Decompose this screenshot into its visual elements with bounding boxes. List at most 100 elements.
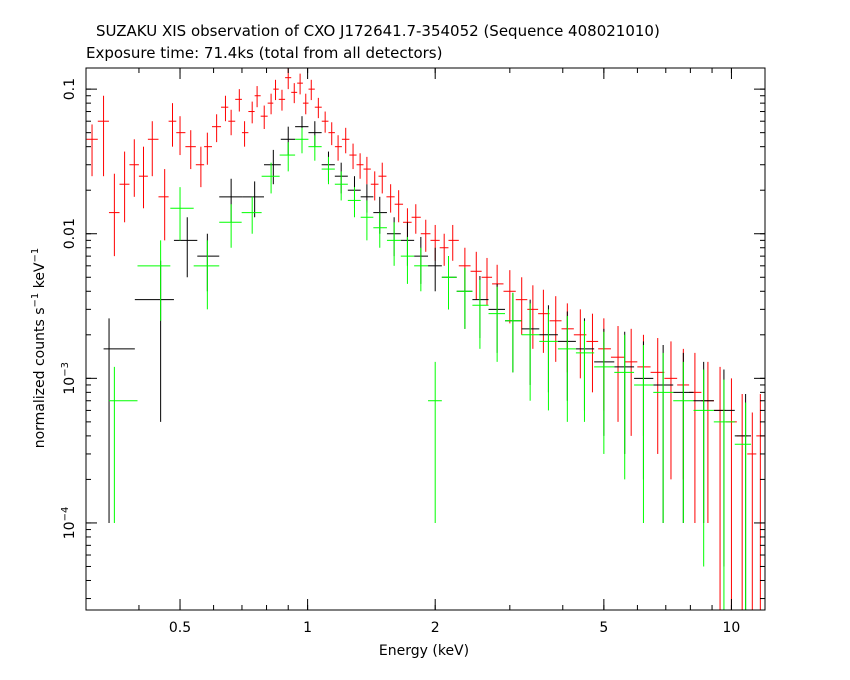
data-point: [267, 93, 274, 115]
x-tick-label: 2: [431, 620, 440, 636]
x-tick-label: 10: [723, 620, 741, 636]
data-point: [204, 132, 212, 165]
data-point: [370, 171, 379, 201]
data-point: [241, 121, 249, 147]
data-point: [470, 251, 482, 300]
data-point: [515, 277, 528, 335]
data-point: [505, 292, 522, 373]
data-point: [97, 95, 109, 177]
y-tick-label: 0.01: [62, 218, 78, 249]
x-axis-label: Energy (keV): [379, 643, 469, 659]
data-point: [279, 142, 296, 172]
data-point: [108, 173, 120, 257]
axes-layer: 0.5 1 2 5 10 0.1 0.01 10−3 10−4: [60, 67, 766, 636]
data-point: [624, 328, 638, 436]
data-point: [193, 240, 220, 310]
data-point: [598, 318, 611, 411]
data-point: [488, 286, 506, 362]
data-point: [261, 162, 280, 194]
data-point: [492, 264, 504, 312]
data-point: [356, 153, 364, 179]
plot-frame: [85, 67, 766, 611]
data-point: [119, 151, 130, 223]
series-0: [86, 68, 765, 610]
data-point: [527, 285, 539, 349]
data-point: [138, 146, 148, 209]
data-point: [314, 97, 322, 119]
data-point: [456, 267, 473, 329]
data-point: [549, 296, 562, 362]
data-point: [734, 402, 752, 610]
data-point: [349, 143, 357, 170]
data-point: [291, 83, 298, 104]
data-point: [472, 276, 489, 339]
data-point: [321, 111, 329, 133]
data-point: [400, 236, 415, 284]
data-point: [321, 156, 335, 185]
data-point: [263, 149, 281, 185]
data-point: [334, 135, 342, 161]
data-point: [557, 315, 576, 422]
data-point: [594, 331, 615, 454]
data-point: [521, 303, 540, 401]
data-point: [347, 187, 361, 218]
data-point: [228, 109, 236, 136]
data-point: [242, 181, 264, 218]
data-point: [363, 156, 371, 185]
data-point: [756, 393, 765, 610]
data-point: [713, 379, 735, 610]
data-point: [197, 233, 220, 292]
data-point: [211, 114, 222, 143]
data-point: [538, 289, 550, 353]
y-axis-label: normalized counts s−1 keV−1: [30, 248, 48, 449]
data-point: [539, 309, 558, 411]
data-point: [173, 217, 198, 278]
data-point: [386, 184, 395, 213]
y-axis-label-base: normalized counts s: [32, 307, 48, 448]
data-point: [373, 212, 387, 248]
data-point: [308, 135, 322, 161]
data-point: [108, 366, 138, 523]
data-point: [378, 162, 387, 194]
data-point: [170, 187, 194, 241]
y-tick-label: 10−3: [60, 362, 78, 395]
data-point: [302, 93, 309, 115]
y-tick-label: 10−4: [60, 507, 78, 540]
data-point: [664, 341, 678, 480]
data-point: [273, 79, 279, 101]
data-point: [328, 122, 335, 146]
data-point: [176, 116, 186, 156]
data-point: [221, 95, 229, 122]
data-point: [360, 200, 374, 241]
data-point: [693, 369, 714, 567]
data-point: [103, 318, 135, 523]
data-point: [254, 86, 261, 108]
data-point: [134, 260, 174, 422]
series-layer: [86, 68, 765, 610]
data-point: [428, 361, 442, 523]
y-axis-label-sup2: −1: [30, 248, 41, 263]
y-axis-label-sup1: −1: [30, 293, 41, 308]
data-point: [137, 240, 171, 321]
data-point: [414, 247, 429, 292]
data-point: [747, 412, 757, 610]
data-point: [158, 169, 169, 241]
chart-subtitle: Exposure time: 71.4ks (total from all de…: [86, 44, 442, 62]
data-point: [448, 224, 459, 261]
data-point: [441, 256, 457, 310]
data-point: [673, 361, 694, 523]
data-point: [235, 89, 242, 112]
data-point: [481, 257, 493, 306]
data-point: [147, 121, 159, 177]
data-point: [411, 204, 421, 234]
data-point: [650, 338, 665, 454]
data-point: [295, 127, 309, 154]
data-point: [653, 352, 674, 523]
data-point: [472, 279, 489, 349]
data-point: [168, 103, 177, 147]
data-point: [297, 73, 303, 95]
data-point: [610, 326, 625, 422]
data-point: [260, 105, 268, 130]
data-point: [634, 345, 654, 523]
